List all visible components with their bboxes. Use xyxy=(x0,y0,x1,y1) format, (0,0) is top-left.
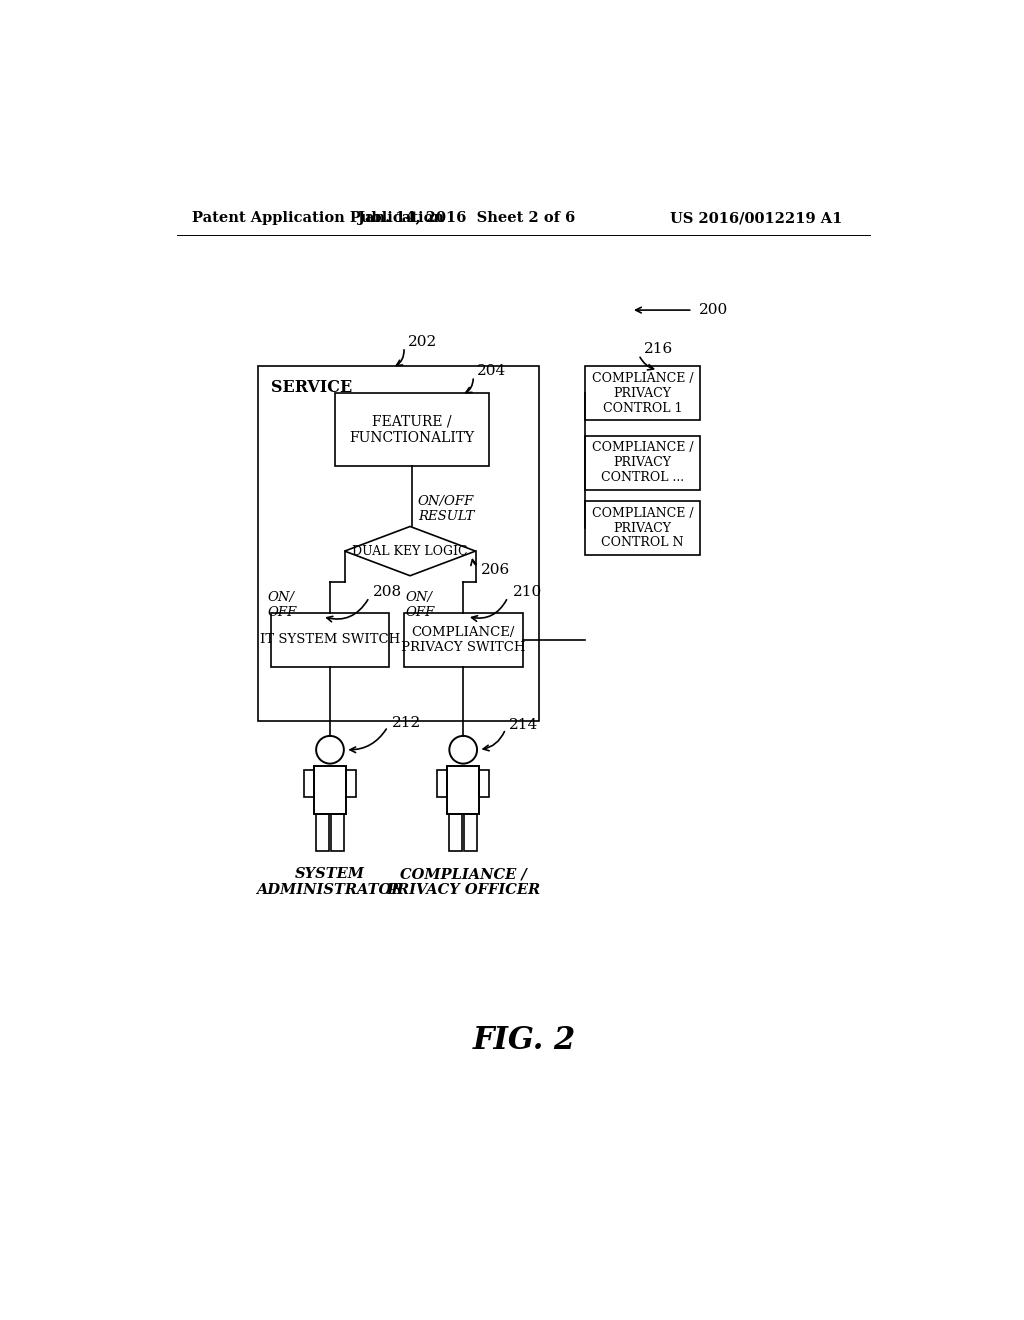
Text: SYSTEM
ADMINISTRATOR: SYSTEM ADMINISTRATOR xyxy=(256,867,403,898)
Text: COMPLIANCE/
PRIVACY SWITCH: COMPLIANCE/ PRIVACY SWITCH xyxy=(401,626,525,653)
Text: Jan. 14, 2016  Sheet 2 of 6: Jan. 14, 2016 Sheet 2 of 6 xyxy=(358,211,575,226)
Text: 206: 206 xyxy=(481,564,510,577)
Bar xyxy=(437,770,447,797)
Text: COMPLIANCE /
PRIVACY
CONTROL N: COMPLIANCE / PRIVACY CONTROL N xyxy=(592,507,693,549)
Text: ON/OFF
RESULT: ON/OFF RESULT xyxy=(418,495,474,523)
Text: ON/
OFF: ON/ OFF xyxy=(406,591,435,619)
Text: SERVICE: SERVICE xyxy=(271,379,352,396)
Bar xyxy=(258,367,539,721)
Text: COMPLIANCE /
PRIVACY
CONTROL ...: COMPLIANCE / PRIVACY CONTROL ... xyxy=(592,441,693,484)
Text: US 2016/0012219 A1: US 2016/0012219 A1 xyxy=(670,211,842,226)
Text: 212: 212 xyxy=(391,715,421,730)
Text: COMPLIANCE /
PRIVACY OFFICER: COMPLIANCE / PRIVACY OFFICER xyxy=(386,867,541,898)
Bar xyxy=(271,612,388,667)
Text: 204: 204 xyxy=(477,364,506,378)
Bar xyxy=(346,770,356,797)
Bar xyxy=(313,766,346,813)
Bar xyxy=(304,770,313,797)
Bar xyxy=(450,813,463,850)
Bar xyxy=(335,393,488,466)
Text: 210: 210 xyxy=(513,585,543,599)
Bar xyxy=(403,612,523,667)
Text: COMPLIANCE /
PRIVACY
CONTROL 1: COMPLIANCE / PRIVACY CONTROL 1 xyxy=(592,372,693,414)
Text: Patent Application Publication: Patent Application Publication xyxy=(193,211,444,226)
Bar xyxy=(316,813,330,850)
Text: ON/
OFF: ON/ OFF xyxy=(267,591,297,619)
Text: FIG. 2: FIG. 2 xyxy=(473,1024,577,1056)
Text: DUAL KEY LOGIC: DUAL KEY LOGIC xyxy=(352,545,468,557)
Text: 200: 200 xyxy=(698,304,728,317)
Bar xyxy=(464,813,477,850)
Text: 208: 208 xyxy=(373,585,402,599)
Text: IT SYSTEM SWITCH: IT SYSTEM SWITCH xyxy=(260,634,400,647)
Text: 202: 202 xyxy=(408,335,437,348)
Text: 214: 214 xyxy=(509,718,539,733)
Bar xyxy=(585,436,700,490)
Text: 216: 216 xyxy=(644,342,674,356)
Bar xyxy=(479,770,489,797)
Bar xyxy=(447,766,479,813)
Bar xyxy=(585,367,700,420)
Text: FEATURE /
FUNCTIONALITY: FEATURE / FUNCTIONALITY xyxy=(349,414,474,445)
Bar xyxy=(585,502,700,554)
Bar xyxy=(331,813,344,850)
